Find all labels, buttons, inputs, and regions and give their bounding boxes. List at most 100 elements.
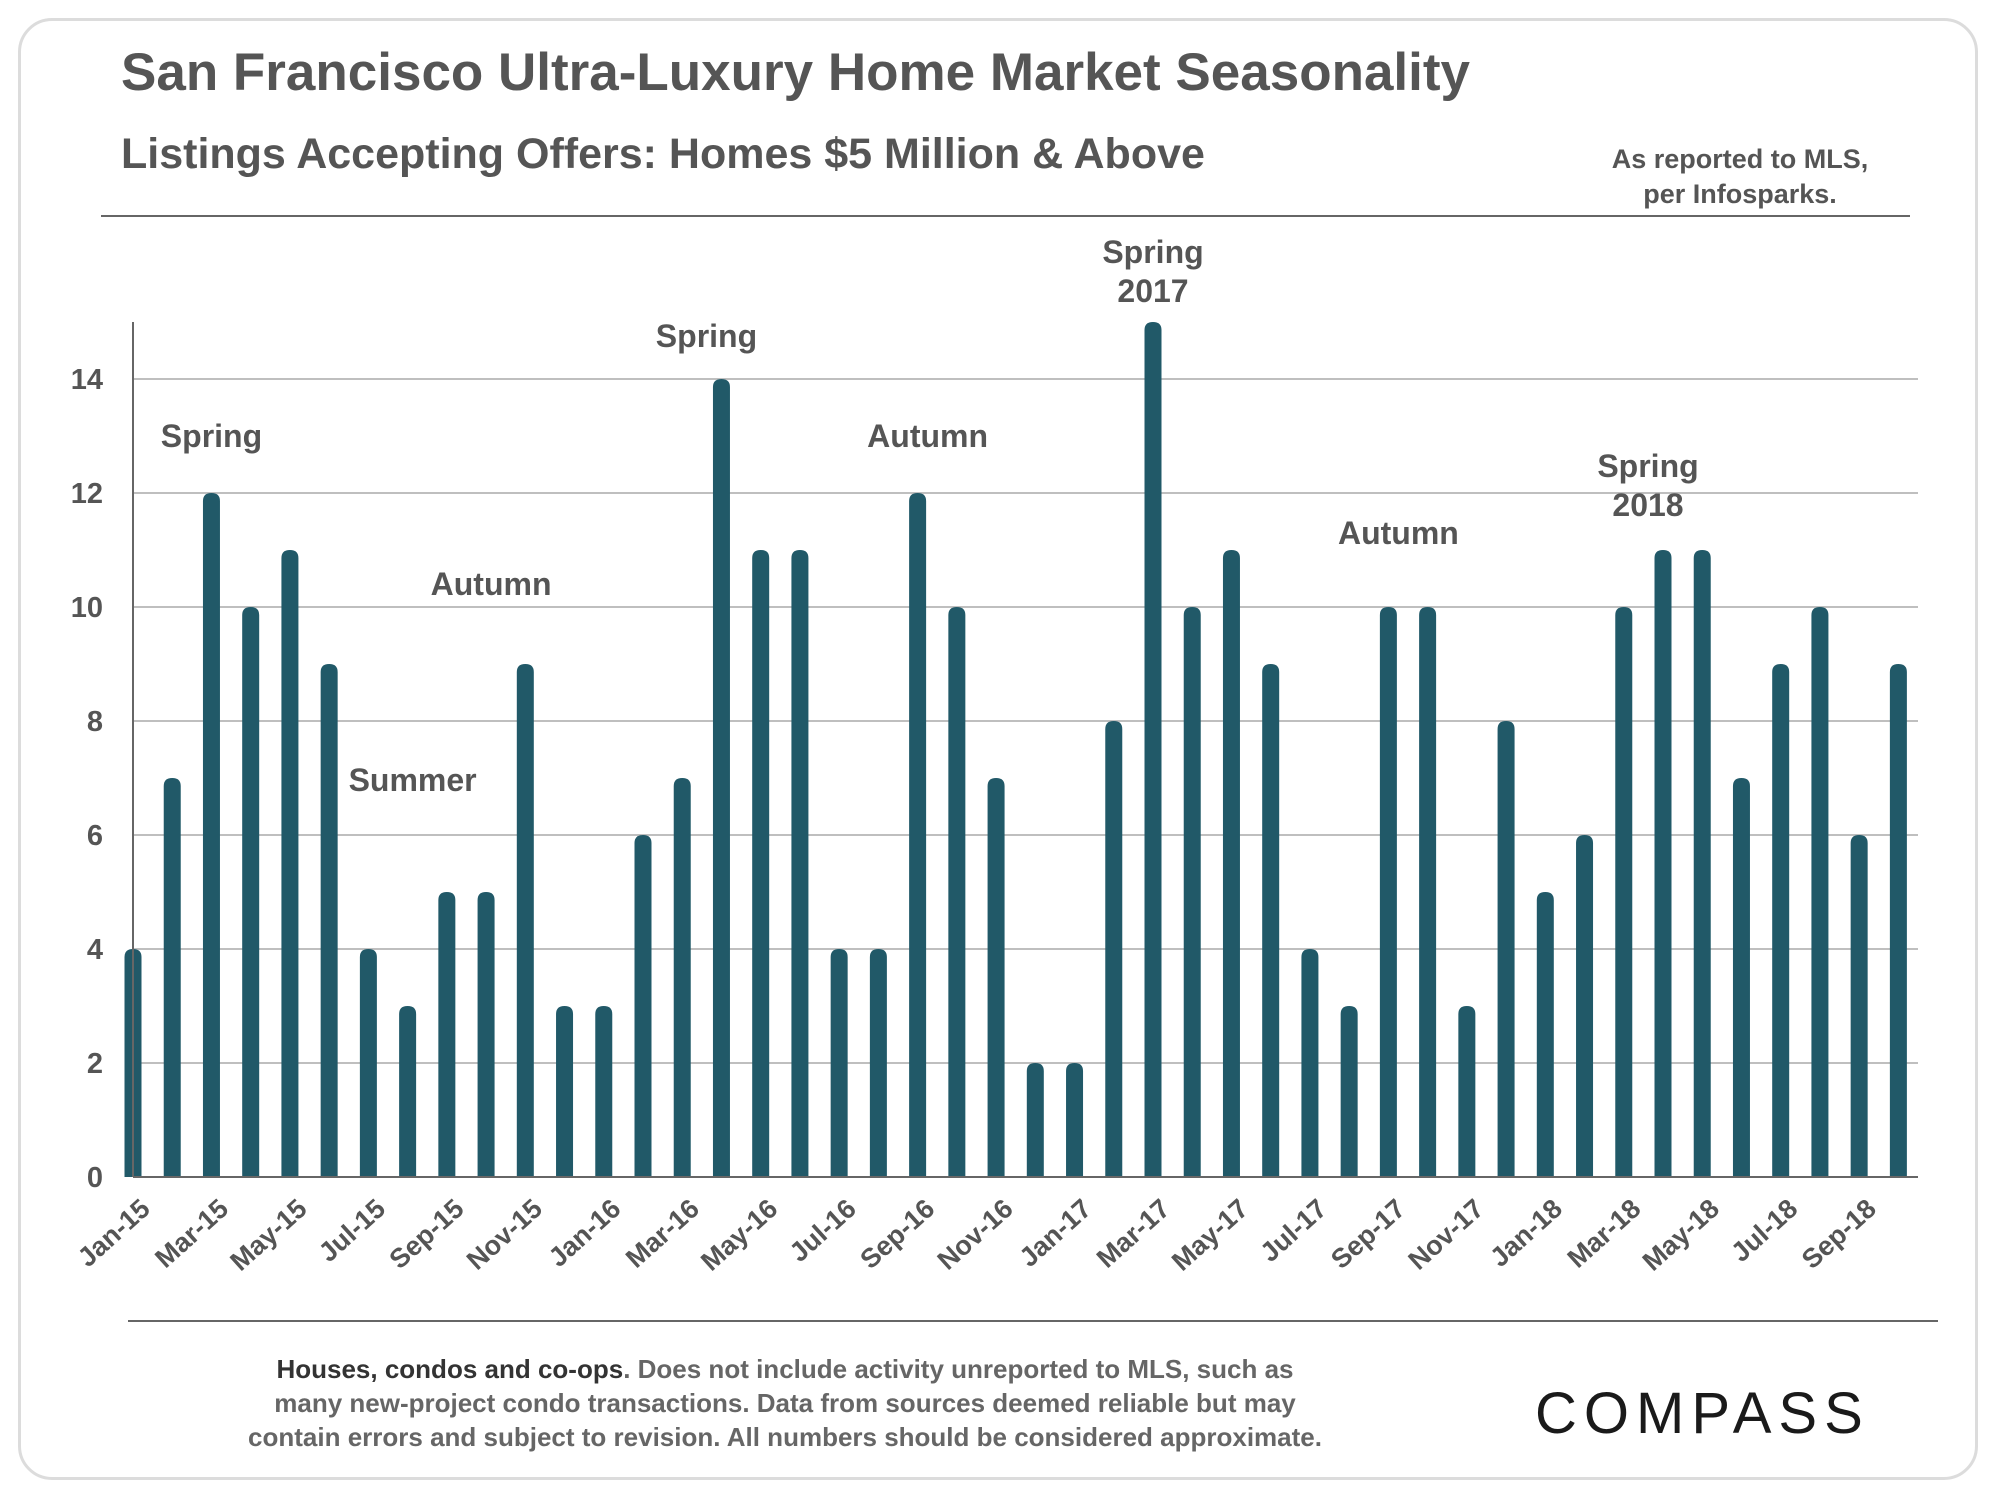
bar-May-18 [1693, 550, 1711, 1177]
bar-Jul-15 [359, 949, 377, 1177]
season-annotation: Autumn [1338, 515, 1459, 551]
bar-May-16 [752, 550, 770, 1177]
x-tick-label: May-17 [1166, 1193, 1254, 1277]
bar-Oct-16 [948, 607, 966, 1177]
bar-Feb-15 [163, 778, 181, 1177]
bar-Feb-16 [634, 835, 652, 1177]
bar-Nov-15 [516, 664, 534, 1177]
x-tick-label: Sep-15 [384, 1193, 470, 1275]
source-note: As reported to MLS, per Infosparks. [1560, 142, 1920, 212]
bottom-divider [128, 1320, 1938, 1322]
bar-May-17 [1222, 550, 1240, 1177]
x-tick-label: Jul-15 [313, 1193, 391, 1268]
bar-Dec-15 [556, 1006, 574, 1177]
x-tick-label: Sep-16 [854, 1193, 940, 1275]
y-tick-label: 6 [87, 820, 103, 852]
compass-logo: COMPASS [1535, 1381, 1870, 1446]
bar-Aug-15 [399, 1006, 417, 1177]
bar-Aug-16 [869, 949, 887, 1177]
season-annotation: Spring [656, 318, 757, 354]
bar-Oct-17 [1419, 607, 1437, 1177]
footnote-line-1: . Does not include activity unreported t… [623, 1354, 1294, 1384]
bar-Apr-18 [1654, 550, 1672, 1177]
y-tick-label: 0 [87, 1162, 103, 1194]
bar-Apr-17 [1183, 607, 1201, 1177]
bar-Jan-17 [1066, 1063, 1084, 1177]
season-annotation: Spring [1102, 234, 1203, 270]
source-note-line-2: per Infosparks. [1643, 179, 1837, 209]
x-tick-label: Nov-16 [932, 1193, 1019, 1276]
bar-Jan-18 [1536, 892, 1554, 1177]
bar-Jul-17 [1301, 949, 1319, 1177]
x-tick-label: May-18 [1637, 1193, 1725, 1277]
bar-Sep-18 [1850, 835, 1868, 1177]
bar-Mar-15 [202, 493, 220, 1177]
bar-Feb-17 [1105, 721, 1123, 1177]
y-tick-label: 4 [87, 934, 103, 966]
bar-Sep-15 [438, 892, 456, 1177]
bar-Jun-17 [1262, 664, 1280, 1177]
x-tick-label: Nov-15 [461, 1193, 548, 1276]
y-tick-label: 2 [87, 1048, 103, 1080]
bar-Feb-18 [1576, 835, 1594, 1177]
x-tick-label: Jan-17 [1014, 1193, 1098, 1273]
disclaimer-footnote: Houses, condos and co-ops. Does not incl… [180, 1352, 1390, 1454]
x-tick-label: Jan-15 [72, 1193, 156, 1273]
bar-Sep-17 [1379, 607, 1397, 1177]
season-annotation: Spring [161, 418, 262, 454]
bar-Dec-17 [1497, 721, 1515, 1177]
x-tick-label: Jul-18 [1725, 1193, 1803, 1268]
bar-Jul-18 [1772, 664, 1790, 1177]
x-tick-label: Nov-17 [1403, 1193, 1490, 1276]
footnote-line-3: contain errors and subject to revision. … [248, 1422, 1322, 1452]
top-divider [101, 215, 1910, 217]
x-tick-label: Mar-17 [1091, 1193, 1176, 1274]
season-annotation: 2017 [1117, 273, 1188, 309]
chart-frame [18, 18, 1978, 1480]
season-annotations: SpringSummerAutumnSpringAutumnSpring2017… [161, 234, 1699, 798]
chart-subtitle: Listings Accepting Offers: Homes $5 Mill… [121, 130, 1205, 178]
x-tick-label: Sep-17 [1325, 1193, 1411, 1275]
y-tick-label: 12 [71, 478, 103, 510]
bar-Nov-16 [987, 778, 1005, 1177]
source-note-line-1: As reported to MLS, [1611, 144, 1869, 174]
x-tick-label: Mar-18 [1562, 1193, 1647, 1274]
bar-Sep-16 [909, 493, 927, 1177]
bar-Jan-16 [595, 1006, 613, 1177]
bar-Dec-16 [1026, 1063, 1044, 1177]
x-tick-label: May-15 [224, 1193, 312, 1277]
x-tick-label: Sep-18 [1796, 1193, 1882, 1275]
bar-Jun-16 [791, 550, 809, 1177]
season-annotation: Spring [1597, 448, 1698, 484]
x-tick-label: Mar-16 [620, 1193, 705, 1274]
bar-Apr-15 [242, 607, 260, 1177]
footnote-lead: Houses, condos and co-ops [276, 1354, 624, 1384]
season-annotation: 2018 [1612, 487, 1683, 523]
bar-May-15 [281, 550, 299, 1177]
bar-Aug-17 [1340, 1006, 1358, 1177]
bar-Oct-18 [1889, 664, 1907, 1177]
x-tick-label: May-16 [695, 1193, 783, 1277]
footnote-line-2: many new-project condo transactions. Dat… [274, 1388, 1296, 1418]
bar-Oct-15 [477, 892, 495, 1177]
page-title: San Francisco Ultra-Luxury Home Market S… [121, 43, 1470, 102]
bar-Mar-18 [1615, 607, 1633, 1177]
x-tick-label: Mar-15 [149, 1193, 234, 1274]
bar-Mar-17 [1144, 322, 1162, 1177]
y-tick-label: 14 [71, 364, 103, 396]
bar-Nov-17 [1458, 1006, 1476, 1177]
bar-Aug-18 [1811, 607, 1829, 1177]
bar-Jun-15 [320, 664, 338, 1177]
bar-Jun-18 [1732, 778, 1750, 1177]
x-tick-label: Jan-16 [543, 1193, 627, 1273]
x-tick-label: Jan-18 [1484, 1193, 1568, 1273]
y-tick-label: 8 [87, 706, 103, 738]
season-annotation: Summer [349, 762, 477, 798]
bar-Apr-16 [712, 379, 730, 1177]
bar-Jul-16 [830, 949, 848, 1177]
season-annotation: Autumn [867, 418, 988, 454]
y-tick-label: 10 [71, 592, 103, 624]
season-annotation: Autumn [431, 566, 552, 602]
bar-Mar-16 [673, 778, 691, 1177]
